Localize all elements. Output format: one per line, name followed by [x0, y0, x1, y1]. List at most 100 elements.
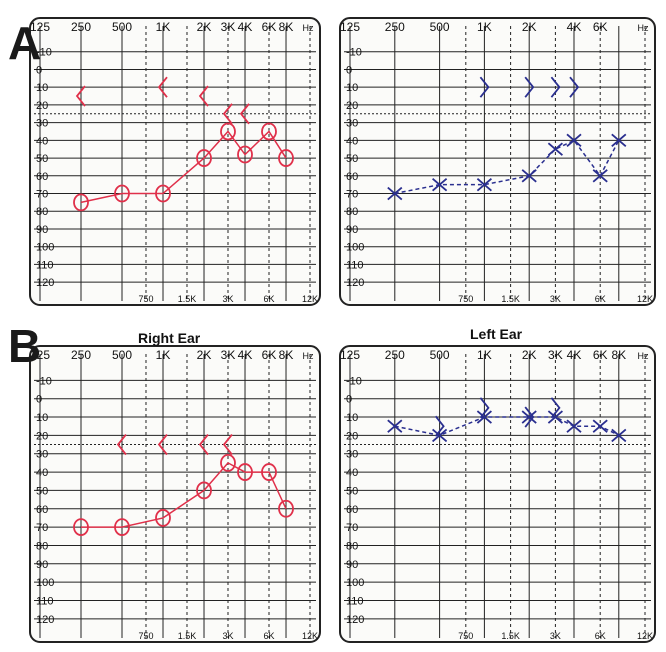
air-conduction-marker-x: [521, 169, 537, 183]
y-tick-label: 0: [346, 394, 352, 406]
audiogram-b-left: -10 0 10 20 30 40 50 60 70 80 90 100 110 120 125 250 500…: [339, 345, 656, 643]
y-tick-label: 90: [36, 224, 48, 236]
y-tick-label: 70: [36, 189, 48, 201]
y-tick-label: 30: [346, 118, 358, 130]
air-conduction-marker-o: [155, 509, 171, 527]
air-conduction-marker-x: [387, 419, 403, 433]
y-tick-label: 50: [346, 485, 358, 497]
panel-label-a: A: [8, 17, 42, 69]
y-tick-label: 40: [36, 467, 48, 479]
freq-label-top: 4K: [238, 20, 253, 34]
y-tick-label: 100: [36, 577, 54, 589]
y-tick-label: 80: [36, 206, 48, 218]
y-tick-label: 90: [346, 559, 358, 571]
freq-label-bottom: 750: [138, 631, 153, 641]
air-conduction-marker-o: [237, 463, 253, 481]
freq-label-top: 250: [385, 348, 405, 362]
freq-label-top: 2K: [522, 348, 537, 362]
y-tick-label: 20: [36, 100, 48, 112]
y-tick-label: 100: [36, 242, 54, 254]
freq-label-top: 6K: [593, 20, 608, 34]
freq-label-bottom: 1.5K: [501, 631, 520, 641]
freq-label-top: 250: [71, 348, 91, 362]
y-tick-label: 80: [36, 540, 48, 552]
y-tick-label: 120: [346, 614, 364, 626]
freq-label-bottom: 12K: [637, 294, 653, 304]
freq-label-bottom: 12K: [637, 631, 653, 641]
air-conduction-marker-o: [73, 193, 89, 212]
freq-label-top: 500: [430, 348, 450, 362]
hz-unit-label: Hz: [303, 351, 314, 361]
bone-conduction-marker-gt: [524, 76, 535, 98]
air-conduction-marker-o: [220, 453, 236, 472]
air-conduction-marker-x: [611, 133, 627, 148]
hz-unit-label: Hz: [638, 23, 649, 33]
freq-label-bottom: 3K: [222, 631, 233, 641]
y-tick-label: -10: [346, 375, 362, 387]
air-conduction-marker-x: [592, 169, 608, 183]
y-tick-label: 30: [36, 118, 48, 130]
freq-label-bottom: 6K: [263, 294, 274, 304]
y-tick-label: 70: [36, 522, 48, 534]
air-conduction-line: [394, 139, 620, 195]
freq-label-top: 250: [71, 20, 91, 34]
y-tick-label: 80: [346, 540, 358, 552]
y-tick-label: 20: [346, 430, 358, 442]
freq-label-top: 6K: [262, 348, 277, 362]
y-tick-label: 40: [346, 467, 358, 479]
y-tick-label: 110: [346, 259, 364, 271]
air-conduction-marker-o: [278, 149, 294, 167]
y-tick-label: 10: [346, 412, 358, 424]
y-tick-label: 40: [346, 135, 358, 147]
y-tick-label: 60: [36, 171, 48, 183]
y-tick-label: 120: [346, 277, 364, 289]
audiogram-a-left: -10 0 10 20 30 40 50 60 70 80 90 100 110 120 125 250 500…: [339, 17, 656, 306]
freq-label-top: 1K: [477, 348, 492, 362]
hz-unit-label: Hz: [303, 23, 314, 33]
y-tick-label: 70: [346, 189, 358, 201]
freq-label-top: 4K: [567, 348, 582, 362]
air-conduction-marker-o: [155, 184, 171, 203]
freq-label-bottom: 3K: [550, 294, 561, 304]
freq-label-top: 2K: [197, 20, 212, 34]
bone-conduction-marker-gt: [550, 397, 561, 419]
air-conduction-marker-x: [432, 177, 448, 192]
air-conduction-marker-x: [611, 428, 627, 443]
bone-conduction-marker-gt: [524, 406, 535, 428]
y-tick-label: 50: [346, 153, 358, 165]
air-conduction-marker-x: [566, 133, 582, 148]
y-tick-label: 120: [36, 277, 54, 289]
air-conduction-marker-o: [114, 518, 130, 537]
freq-label-bottom: 750: [458, 294, 473, 304]
y-tick-label: 50: [36, 485, 48, 497]
y-tick-label: 50: [36, 153, 48, 165]
air-conduction-marker-x: [592, 419, 608, 433]
freq-label-bottom: 3K: [550, 631, 561, 641]
air-conduction-marker-o: [278, 499, 294, 518]
air-conduction-marker-x: [521, 410, 537, 424]
air-conduction-marker-o: [237, 145, 253, 164]
air-conduction-marker-x: [387, 186, 403, 201]
left-ear-title: Left Ear: [470, 326, 523, 342]
air-conduction-marker-o: [73, 518, 89, 537]
chart-frame: [29, 17, 321, 306]
air-conduction-marker-x: [476, 410, 492, 424]
freq-label-top: 4K: [567, 20, 582, 34]
air-conduction-marker-x: [432, 428, 448, 443]
bone-conduction-marker-lt: [198, 433, 209, 456]
y-tick-label: 60: [36, 504, 48, 516]
air-conduction-marker-x: [547, 142, 563, 156]
freq-label-bottom: 1.5K: [178, 631, 197, 641]
bone-conduction-marker-lt: [116, 433, 127, 456]
bone-conduction-marker-lt: [157, 433, 168, 456]
y-tick-label: 0: [36, 64, 42, 76]
freq-label-bottom: 3K: [222, 294, 233, 304]
y-tick-label: 0: [346, 64, 352, 76]
freq-label-bottom: 12K: [302, 631, 318, 641]
freq-label-top: 6K: [262, 20, 277, 34]
freq-label-top: 8K: [279, 20, 294, 34]
y-tick-label: 60: [346, 504, 358, 516]
bone-conduction-marker-lt: [75, 85, 86, 107]
bone-conduction-marker-gt: [479, 397, 490, 419]
